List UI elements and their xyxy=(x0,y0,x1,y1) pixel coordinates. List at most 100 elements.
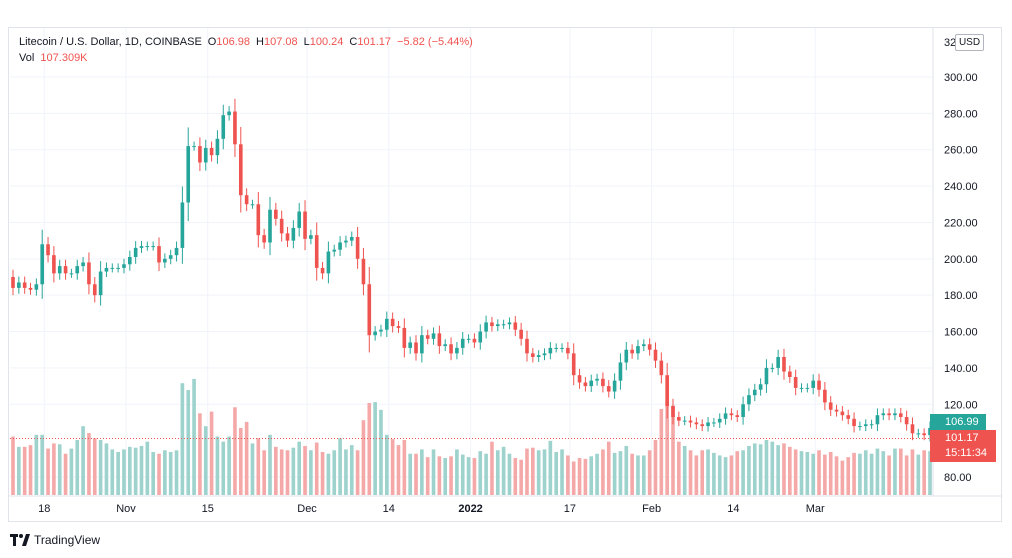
candle-body xyxy=(583,382,588,387)
x-tick-label: 14 xyxy=(727,503,739,515)
volume-bar xyxy=(904,455,909,495)
volume-bar xyxy=(793,449,798,495)
candle-body xyxy=(665,375,669,407)
volume-bar xyxy=(624,445,629,495)
volume-bar xyxy=(110,449,115,495)
volume-bar xyxy=(186,390,191,495)
candle-body xyxy=(834,409,839,412)
volume-bar xyxy=(437,456,442,495)
volume-bar xyxy=(192,378,196,495)
candle-body xyxy=(46,244,50,256)
chart-frame[interactable] xyxy=(8,27,1002,522)
volume-bar xyxy=(671,405,675,495)
volume-bar xyxy=(782,443,786,495)
candle-body xyxy=(624,349,629,363)
y-tick-label: 260.00 xyxy=(944,145,978,157)
volume-bar xyxy=(566,455,570,495)
candle-body xyxy=(116,267,120,269)
y-tick-label: 240.00 xyxy=(944,181,978,193)
volume-bar xyxy=(122,449,126,495)
candle-body xyxy=(490,322,494,327)
candle-body xyxy=(314,235,319,268)
volume-bar xyxy=(881,451,886,495)
candle-body xyxy=(682,420,687,422)
candle-body xyxy=(180,202,185,248)
candle-body xyxy=(840,411,845,416)
candle-body xyxy=(28,287,33,290)
symbol-title[interactable]: Litecoin / U.S. Dollar, 1D, COINBASE xyxy=(19,36,202,48)
candle-body xyxy=(712,422,716,424)
candle-body xyxy=(449,344,453,354)
candle-body xyxy=(735,415,740,417)
candle-body xyxy=(81,262,85,267)
candle-body xyxy=(203,147,208,163)
volume-bar xyxy=(338,438,342,495)
volume-bar xyxy=(916,454,921,495)
candle-body xyxy=(647,344,652,350)
candle-body xyxy=(157,246,161,263)
candle-body xyxy=(373,331,377,336)
open-value: 106.98 xyxy=(216,36,251,48)
candle-body xyxy=(717,418,722,423)
volume-bar xyxy=(250,443,255,495)
volume-bar xyxy=(215,436,220,495)
volume-bar xyxy=(326,453,331,495)
volume-bars xyxy=(11,378,932,495)
volume-bar xyxy=(145,441,150,495)
candle-body xyxy=(52,255,56,274)
volume-label[interactable]: Vol xyxy=(19,52,35,64)
volume-bar xyxy=(799,451,804,495)
x-tick-label: Mar xyxy=(806,503,825,515)
candle-body xyxy=(793,377,798,388)
volume-bar xyxy=(589,456,594,495)
candle-body xyxy=(758,384,763,390)
volume-bar xyxy=(209,411,214,495)
candle-body xyxy=(209,147,214,156)
candle-body xyxy=(425,335,430,339)
candle-body xyxy=(285,233,290,241)
volume-bar xyxy=(466,457,471,495)
volume-value: 107.309K xyxy=(40,52,88,64)
volume-bar xyxy=(548,440,553,495)
candle-body xyxy=(513,322,518,330)
volume-bar xyxy=(513,458,518,495)
candle-body xyxy=(630,349,634,354)
volume-bar xyxy=(858,453,862,495)
y-tick-label: 80.00 xyxy=(944,472,972,484)
currency-button[interactable]: USD xyxy=(955,34,984,51)
volume-bar xyxy=(203,426,208,495)
x-tick-label: 17 xyxy=(564,503,576,515)
volume-bar xyxy=(472,458,477,495)
candle-body xyxy=(262,235,266,243)
candle-body xyxy=(303,211,307,239)
y-tick-label: 200.00 xyxy=(944,254,978,266)
candle-body xyxy=(566,347,570,354)
volume-bar xyxy=(320,452,325,495)
volume-bar xyxy=(735,451,740,495)
candle-body xyxy=(752,389,757,396)
candle-body xyxy=(531,353,535,357)
x-tick-label: Nov xyxy=(116,503,136,515)
candle-body xyxy=(898,413,903,417)
candle-body xyxy=(244,195,249,205)
volume-bar xyxy=(910,449,915,495)
candle-body xyxy=(782,357,786,372)
candle-body xyxy=(688,420,693,423)
ohlc-legend: Litecoin / U.S. Dollar, 1D, COINBASE O106… xyxy=(19,35,473,50)
volume-bar xyxy=(279,449,284,495)
candle-body xyxy=(595,378,599,381)
volume-bar xyxy=(653,439,658,495)
volume-bar xyxy=(128,446,132,495)
candle-body xyxy=(706,422,710,427)
candle-body xyxy=(291,227,296,241)
volume-bar xyxy=(17,446,21,495)
candle-body xyxy=(69,273,74,275)
candle-body xyxy=(437,333,442,347)
candle-body xyxy=(869,424,874,426)
y-tick-label: 180.00 xyxy=(944,290,978,302)
candle-body xyxy=(87,262,91,285)
volume-bar xyxy=(355,450,360,495)
tradingview-attribution[interactable]: TradingView xyxy=(10,533,100,547)
candle-body xyxy=(250,204,255,206)
